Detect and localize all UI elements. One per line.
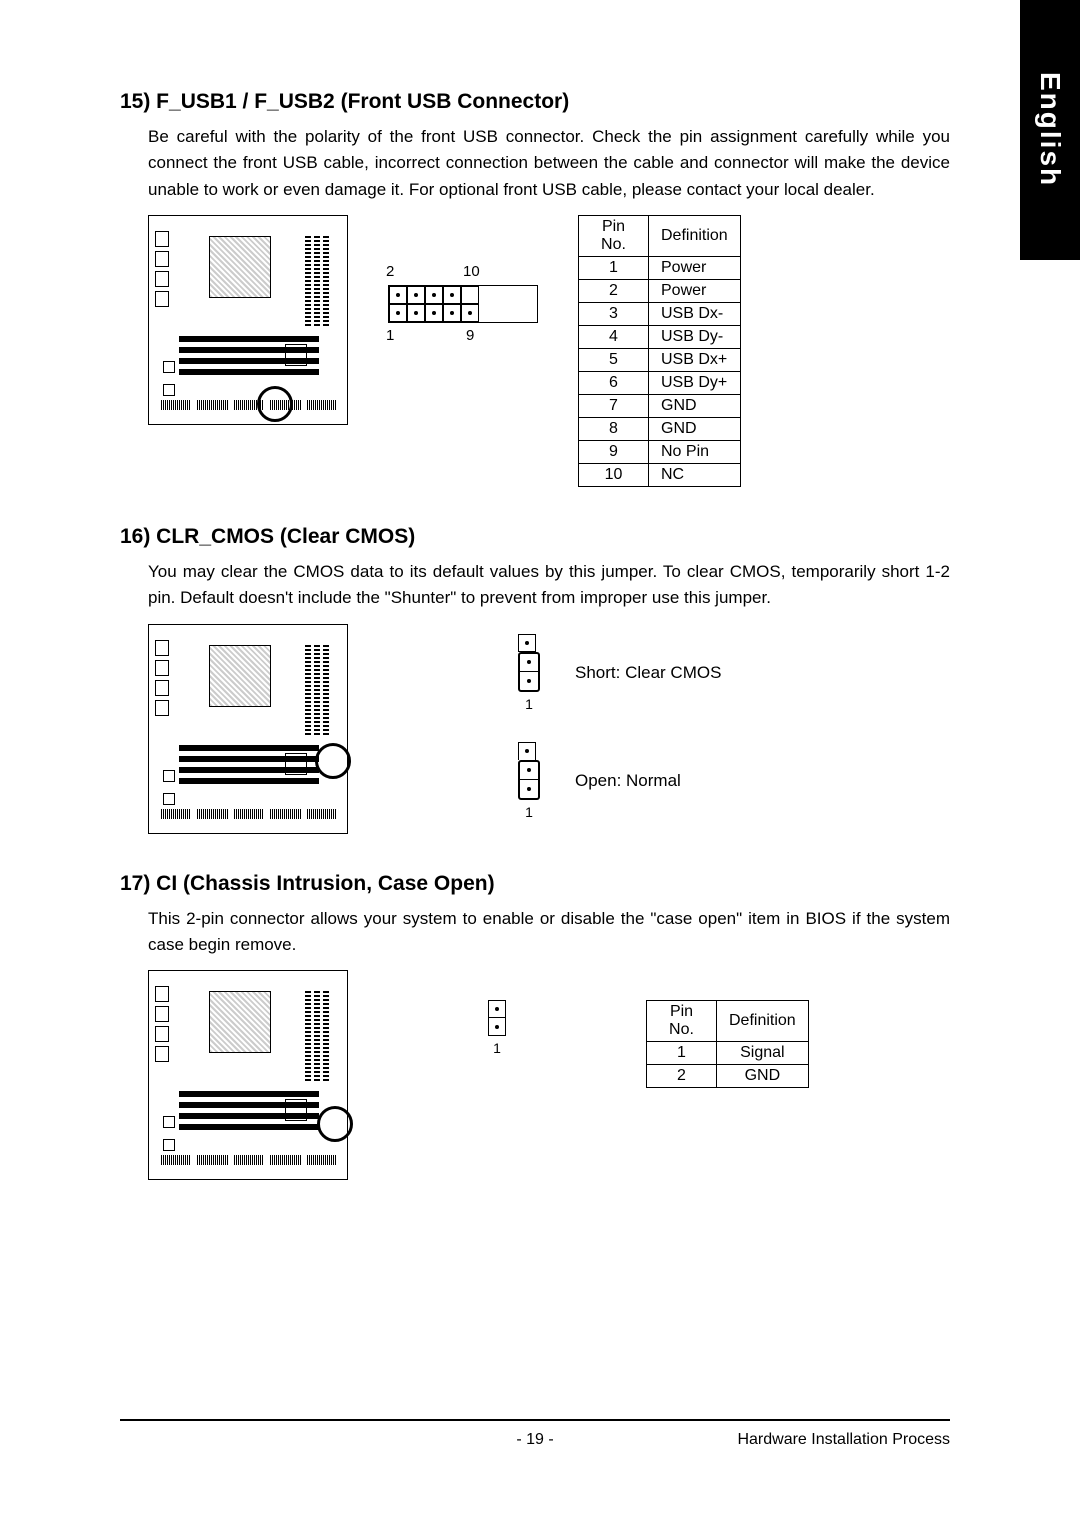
- table-cell: Signal: [717, 1042, 809, 1065]
- table-cell: 4: [579, 326, 649, 349]
- usb-pin-header: 2 10 1 9: [388, 285, 538, 323]
- ci-col-pinno: Pin No.: [647, 1001, 717, 1042]
- mobo-diagram-16: [148, 624, 348, 834]
- table-cell: 10: [579, 464, 649, 487]
- table-cell: USB Dy-: [649, 326, 741, 349]
- table-cell: GND: [649, 395, 741, 418]
- table-cell: 2: [579, 280, 649, 303]
- table-cell: 1: [579, 257, 649, 280]
- jumper-pin1-label: 1: [525, 696, 533, 712]
- section-16-desc: You may clear the CMOS data to its defau…: [148, 559, 950, 612]
- table-cell: No Pin: [649, 441, 741, 464]
- table-cell: 1: [647, 1042, 717, 1065]
- section-17-row: 1 Pin No. Definition 1Signal 2GND: [148, 970, 950, 1180]
- pin-label-9: 9: [466, 327, 474, 344]
- table-cell: 3: [579, 303, 649, 326]
- table-cell: GND: [717, 1065, 809, 1088]
- pin-label-1: 1: [386, 327, 394, 344]
- section-15-desc: Be careful with the polarity of the fron…: [148, 124, 950, 203]
- ci-pin-table: Pin No. Definition 1Signal 2GND: [646, 1000, 809, 1088]
- table-cell: 9: [579, 441, 649, 464]
- mobo-diagram-15: [148, 215, 348, 425]
- ci-connector-icon: 1: [488, 1000, 506, 1056]
- usb-col-def: Definition: [649, 216, 741, 257]
- table-cell: USB Dy+: [649, 372, 741, 395]
- page-number: - 19 -: [516, 1431, 553, 1449]
- section-16-row: 1 Short: Clear CMOS 1: [148, 624, 950, 834]
- jumper-open-icon: 1: [518, 742, 540, 820]
- pin-label-10: 10: [463, 263, 480, 280]
- pin-label-2: 2: [386, 263, 394, 280]
- section-15-row: 2 10 1 9 Pin N: [148, 215, 950, 487]
- section-17-desc: This 2-pin connector allows your system …: [148, 906, 950, 959]
- table-cell: USB Dx-: [649, 303, 741, 326]
- language-tab: English: [1020, 0, 1080, 260]
- page-footer: - 19 - Hardware Installation Process: [120, 1419, 950, 1449]
- table-cell: 2: [647, 1065, 717, 1088]
- table-cell: 5: [579, 349, 649, 372]
- usb-pin-table: Pin No. Definition 1Power 2Power 3USB Dx…: [578, 215, 741, 487]
- cmos-jumper-diagrams: 1 Short: Clear CMOS 1: [518, 634, 721, 820]
- table-cell: USB Dx+: [649, 349, 741, 372]
- section-17: 17) CI (Chassis Intrusion, Case Open) Th…: [120, 872, 950, 1181]
- footer-right-text: Hardware Installation Process: [737, 1431, 950, 1449]
- language-tab-text: English: [1034, 72, 1066, 187]
- usb-col-pinno: Pin No.: [579, 216, 649, 257]
- section-16: 16) CLR_CMOS (Clear CMOS) You may clear …: [120, 525, 950, 834]
- mobo-diagram-17: [148, 970, 348, 1180]
- table-cell: GND: [649, 418, 741, 441]
- jumper-open-text: Open: Normal: [575, 771, 681, 791]
- jumper-short-text: Short: Clear CMOS: [575, 663, 721, 683]
- jumper-pin1-label: 1: [525, 804, 533, 820]
- section-15: 15) F_USB1 / F_USB2 (Front USB Connector…: [120, 90, 950, 487]
- table-cell: 7: [579, 395, 649, 418]
- section-17-title: 17) CI (Chassis Intrusion, Case Open): [120, 872, 950, 896]
- table-cell: 8: [579, 418, 649, 441]
- ci-col-def: Definition: [717, 1001, 809, 1042]
- page-content: 15) F_USB1 / F_USB2 (Front USB Connector…: [120, 90, 950, 1218]
- section-15-title: 15) F_USB1 / F_USB2 (Front USB Connector…: [120, 90, 950, 114]
- table-cell: NC: [649, 464, 741, 487]
- table-cell: 6: [579, 372, 649, 395]
- jumper-short-icon: 1: [518, 634, 540, 712]
- ci-pin1-label: 1: [493, 1040, 501, 1056]
- table-cell: Power: [649, 280, 741, 303]
- table-cell: Power: [649, 257, 741, 280]
- section-16-title: 16) CLR_CMOS (Clear CMOS): [120, 525, 950, 549]
